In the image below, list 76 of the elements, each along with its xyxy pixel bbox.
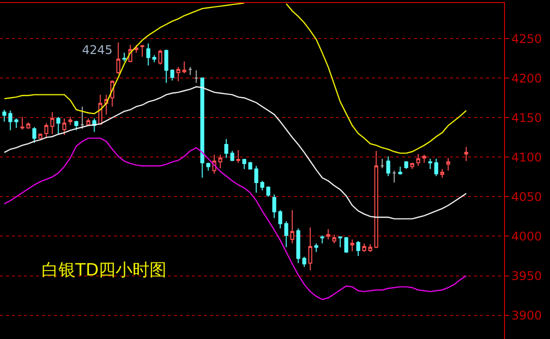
candlestick xyxy=(254,165,258,194)
candlestick xyxy=(428,158,432,170)
y-tick-label: 4150 xyxy=(511,110,542,125)
y-tick-label: 4250 xyxy=(511,32,542,46)
candlestick xyxy=(446,157,450,172)
candlestick xyxy=(356,240,360,256)
candlestick xyxy=(242,158,246,170)
candlestick xyxy=(146,42,150,66)
candlestick xyxy=(290,210,294,244)
candlestick xyxy=(68,116,72,126)
candlestick xyxy=(56,116,60,134)
line-series xyxy=(4,138,467,300)
candlestick xyxy=(164,49,168,84)
candlestick xyxy=(308,227,312,271)
text: 白银TD四小时图 xyxy=(41,260,167,280)
candlestick xyxy=(188,66,192,76)
candlestick xyxy=(80,106,84,130)
y-tick-label: 4100 xyxy=(511,150,542,164)
candlestick xyxy=(8,110,12,131)
candlestick xyxy=(302,256,306,268)
y-tick-label: 3950 xyxy=(511,268,542,283)
line-series xyxy=(4,86,467,220)
candlestick xyxy=(218,154,222,169)
candlestick xyxy=(206,162,210,172)
candlestick xyxy=(464,146,468,162)
candlestick xyxy=(86,118,90,126)
candlestick xyxy=(44,122,48,139)
candlestick xyxy=(368,244,372,253)
candlestick xyxy=(416,154,420,166)
candlestick xyxy=(122,52,126,62)
candlestick xyxy=(74,120,78,131)
candlestick xyxy=(338,236,342,248)
candlestick xyxy=(2,109,6,122)
candlestick xyxy=(62,118,66,136)
candlestick xyxy=(38,132,42,139)
annotation: 4245 xyxy=(82,43,113,57)
y-tick-label: 3900 xyxy=(511,308,542,322)
candlestick xyxy=(284,220,288,248)
candlestick xyxy=(392,170,396,183)
candlestick xyxy=(176,66,180,82)
candlestick xyxy=(20,116,24,130)
candlestick xyxy=(386,156,390,177)
candlestick xyxy=(50,112,54,135)
candlestick xyxy=(260,180,264,191)
candlestick xyxy=(152,54,156,63)
candlestick xyxy=(182,61,186,74)
candlestick xyxy=(362,242,366,253)
candlestick xyxy=(314,242,318,253)
candlestick xyxy=(224,138,228,158)
y-tick-label: 4000 xyxy=(511,229,542,244)
candlestick xyxy=(98,94,102,124)
candlestick xyxy=(170,68,174,81)
candlestick xyxy=(26,122,30,130)
candlestick xyxy=(140,44,144,58)
candlestick xyxy=(422,154,426,164)
y-tick-label: 4050 xyxy=(511,190,542,204)
candlestick xyxy=(380,158,384,169)
candlestick xyxy=(32,126,36,144)
candlestick xyxy=(278,210,282,229)
candlestick xyxy=(374,150,378,249)
candlestick xyxy=(440,168,444,178)
y-tick-label: 4200 xyxy=(511,71,542,86)
candlestick xyxy=(320,234,324,244)
candlestick xyxy=(398,166,402,176)
candlestick xyxy=(158,49,162,66)
candlestick xyxy=(332,234,336,244)
candlestick xyxy=(14,118,18,128)
candlestick xyxy=(230,150,234,162)
candlestick xyxy=(116,42,120,75)
candlestick xyxy=(236,150,240,164)
candlestick xyxy=(194,70,198,84)
candlestick xyxy=(434,158,438,177)
candlestick xyxy=(272,194,276,219)
candlestick xyxy=(296,228,300,264)
candlestick xyxy=(350,238,354,252)
candlestick xyxy=(326,228,330,240)
